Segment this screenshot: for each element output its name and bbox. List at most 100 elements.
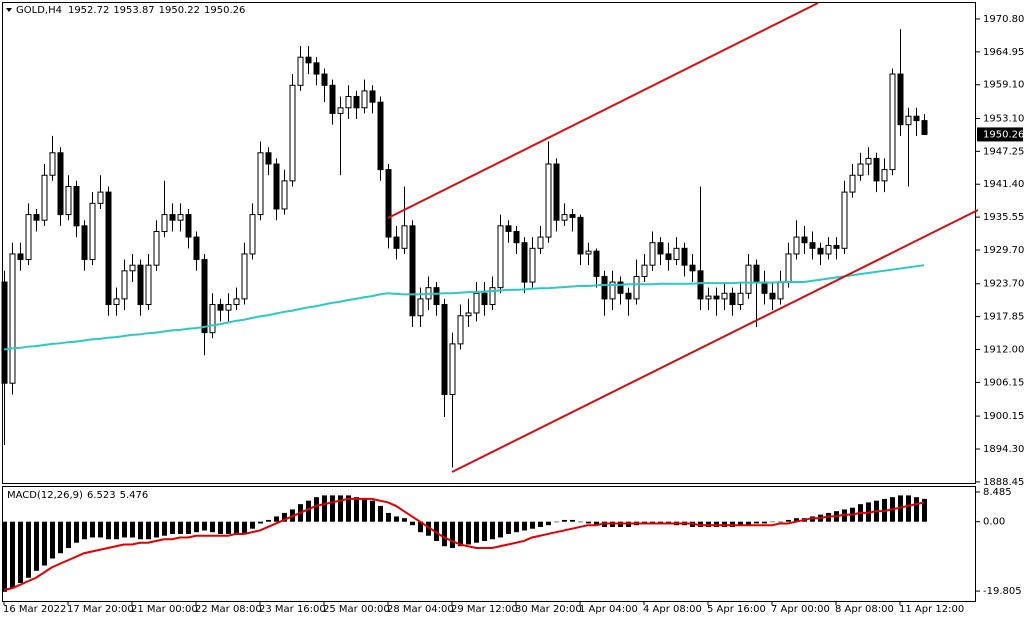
histogram-bar xyxy=(514,521,519,533)
candle-body xyxy=(633,275,640,300)
signal-line xyxy=(3,497,925,592)
candle-body xyxy=(201,259,208,334)
candle-body xyxy=(745,264,752,294)
candle-body xyxy=(657,242,664,255)
histogram-bar xyxy=(426,521,431,536)
y-tick-label: 1970.80 xyxy=(983,14,1024,25)
histogram-bar xyxy=(234,521,239,534)
x-tick-label: 7 Apr 00:00 xyxy=(771,604,830,615)
candle-body xyxy=(777,281,784,300)
candle-body xyxy=(553,163,560,221)
candle-body xyxy=(345,96,352,109)
candle-body xyxy=(17,253,24,261)
marks: 1970.80 1964.95 1959.10 1953.10 1947.25 1941.… xyxy=(1,14,1024,615)
candle-body xyxy=(273,163,280,210)
y-tick-label: 1888.45 xyxy=(983,477,1024,488)
candle-body xyxy=(369,90,376,103)
signal-value: 5.476 xyxy=(120,490,149,501)
candle-body xyxy=(89,202,96,261)
y-tick-label: 8.485 xyxy=(983,487,1012,498)
candle-body xyxy=(225,304,232,311)
candle-body xyxy=(537,236,544,249)
x-tick-label: 29 Mar 12:00 xyxy=(451,604,518,615)
histogram-bar xyxy=(42,521,47,566)
candle-body xyxy=(305,56,312,64)
histogram-bar xyxy=(154,521,159,538)
candle-body xyxy=(177,214,184,221)
x-tick-label: 25 Mar 00:00 xyxy=(323,604,390,615)
candle-body xyxy=(113,298,120,306)
x-tick-label: 11 Apr 12:00 xyxy=(899,604,964,615)
candle-body xyxy=(497,225,504,289)
histogram-bar xyxy=(338,495,343,522)
current-price-box xyxy=(977,127,1023,142)
histogram-bar xyxy=(314,497,319,522)
candle-body xyxy=(761,281,768,294)
candle-body xyxy=(145,264,152,306)
histogram-bar xyxy=(922,498,927,522)
candle-body xyxy=(753,264,760,283)
histogram-bar xyxy=(482,521,487,541)
histogram-bar xyxy=(130,521,135,538)
candle-body xyxy=(833,245,840,249)
histogram-bar xyxy=(386,512,391,522)
candle-body xyxy=(577,216,584,255)
histogram-bar xyxy=(906,495,911,522)
candle-body xyxy=(865,157,872,165)
current-price-label: 1950.26 xyxy=(983,129,1024,140)
x-tick-label: 17 Mar 20:00 xyxy=(67,604,134,615)
histogram-bar xyxy=(74,521,79,543)
histogram-bar xyxy=(218,521,223,534)
histogram-bar xyxy=(170,521,175,534)
candle-body xyxy=(569,214,576,218)
histogram-bar xyxy=(546,521,551,526)
y-tick-label: 1964.95 xyxy=(983,47,1024,58)
candle-body xyxy=(873,157,880,182)
candle-body xyxy=(297,56,304,86)
histogram-bar xyxy=(242,521,247,534)
histogram-bar xyxy=(450,521,455,548)
histogram-bar xyxy=(578,521,583,523)
candle-body xyxy=(137,264,144,306)
candle-body xyxy=(785,253,792,283)
histogram-bar xyxy=(194,521,199,533)
candle-body xyxy=(81,225,88,261)
candle-body xyxy=(705,295,712,300)
candle-body xyxy=(9,253,16,384)
candle-body xyxy=(513,230,520,244)
y-tick-label: 1959.10 xyxy=(983,80,1024,91)
x-tick-label: 21 Mar 00:00 xyxy=(131,604,198,615)
candle-body xyxy=(441,304,448,395)
histogram-bar xyxy=(498,521,503,538)
histogram-bar xyxy=(442,521,447,547)
candle-body xyxy=(769,292,776,300)
candle-body xyxy=(233,298,240,306)
candle-body xyxy=(129,264,136,272)
histogram-bar xyxy=(362,498,367,522)
candle-body xyxy=(169,214,176,221)
histogram-bar xyxy=(586,521,591,524)
histogram-bar xyxy=(58,521,63,554)
histogram-bar xyxy=(146,521,151,540)
candle-body xyxy=(433,287,440,306)
histogram-bar xyxy=(562,519,567,522)
histogram-bar xyxy=(370,500,375,522)
histogram-bar xyxy=(418,521,423,533)
candle-body xyxy=(1,281,8,384)
candle-body xyxy=(721,292,728,300)
candle-body xyxy=(609,281,616,300)
candle-body xyxy=(49,152,56,176)
candle-body xyxy=(465,312,472,317)
y-tick-label: 1894.30 xyxy=(983,444,1024,455)
y-tick-label: 1935.55 xyxy=(983,212,1024,223)
candle-body xyxy=(673,247,680,261)
candle-body xyxy=(905,115,912,126)
candle-body xyxy=(401,225,408,249)
dropdown-icon[interactable] xyxy=(6,8,12,12)
y-tick-label: 1929.70 xyxy=(983,245,1024,256)
histogram-bar xyxy=(458,521,463,547)
candle-body xyxy=(153,230,160,266)
symbol: GOLD,H4 xyxy=(16,5,62,16)
